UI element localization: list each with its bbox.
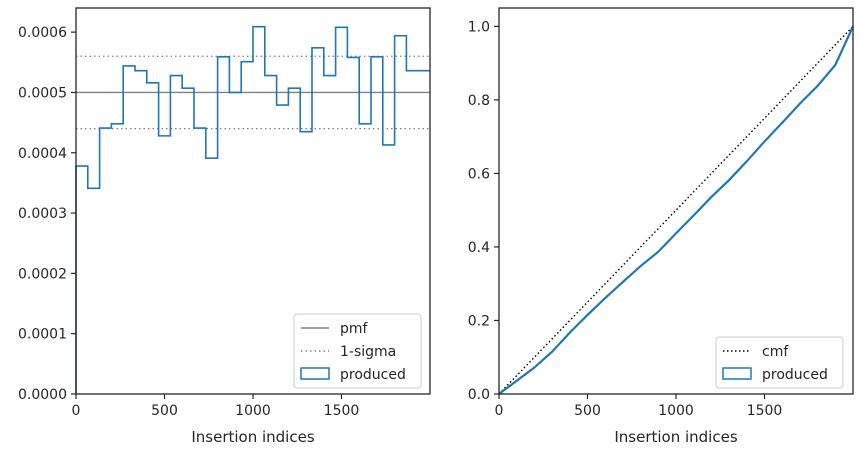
y-tick-label: 0.0002 [18, 266, 67, 282]
left-series [75, 25, 430, 394]
left-chart: 0 500 1000 1500 0.00000.00010.00020.00030.0… [18, 7, 431, 446]
produced-step-histogram [75, 25, 430, 394]
right-chart: 0 500 1000 1500 0.0 0.2 0.4 0.6 0.8 1.0 Insertio… [468, 7, 854, 446]
legend-label: produced [340, 367, 406, 383]
x-tick-label: 1000 [658, 403, 694, 419]
x-tick-label: 1500 [747, 403, 783, 419]
legend-label: pmf [340, 321, 369, 337]
left-x-axis-label: Insertion indices [191, 428, 314, 446]
right-x-axis-label: Insertion indices [614, 428, 737, 446]
x-tick-label: 1500 [324, 403, 360, 419]
y-tick-label: 1.0 [468, 19, 490, 35]
x-tick-label: 0 [495, 403, 504, 419]
legend-label: produced [762, 367, 828, 383]
legend-box [293, 313, 422, 389]
y-tick-label: 0.0001 [18, 327, 67, 343]
right-legend: cmf produced [715, 336, 844, 389]
y-tick-label: 0.0 [468, 387, 490, 403]
legend-label: cmf [762, 344, 789, 360]
x-tick-label: 500 [151, 403, 178, 419]
left-legend: pmf 1-sigma produced [293, 313, 422, 389]
x-tick-label: 0 [72, 403, 81, 419]
left-x-ticks: 0 500 1000 1500 [72, 394, 360, 419]
x-tick-label: 500 [574, 403, 601, 419]
y-tick-label: 0.8 [468, 93, 490, 109]
y-tick-label: 0.6 [468, 166, 490, 182]
y-tick-label: 0.0006 [18, 25, 67, 41]
legend-swatch [300, 367, 330, 380]
y-tick-label: 0.2 [468, 313, 490, 329]
y-tick-label: 0.0005 [18, 85, 67, 101]
legend-label: 1-sigma [340, 344, 396, 360]
left-reference-lines [76, 55, 430, 130]
y-tick-label: 0.0004 [18, 146, 67, 162]
right-plot-frame [498, 7, 854, 395]
x-tick-label: 1000 [235, 403, 271, 419]
right-y-ticks: 0.0 0.2 0.4 0.6 0.8 1.0 [468, 19, 499, 403]
legend-swatch [722, 367, 752, 380]
y-tick-label: 0.0000 [18, 387, 67, 403]
cmf-line [498, 25, 854, 395]
legend-box [715, 336, 844, 389]
left-y-ticks: 0.0000 0.0001 0.0002 0.0003 0.0004 0.0005 0.00… [18, 25, 76, 403]
y-tick-label: 0.0003 [18, 206, 67, 222]
y-tick-label: 0.4 [468, 240, 490, 256]
right-x-ticks: 0 500 1000 1500 [495, 394, 783, 419]
